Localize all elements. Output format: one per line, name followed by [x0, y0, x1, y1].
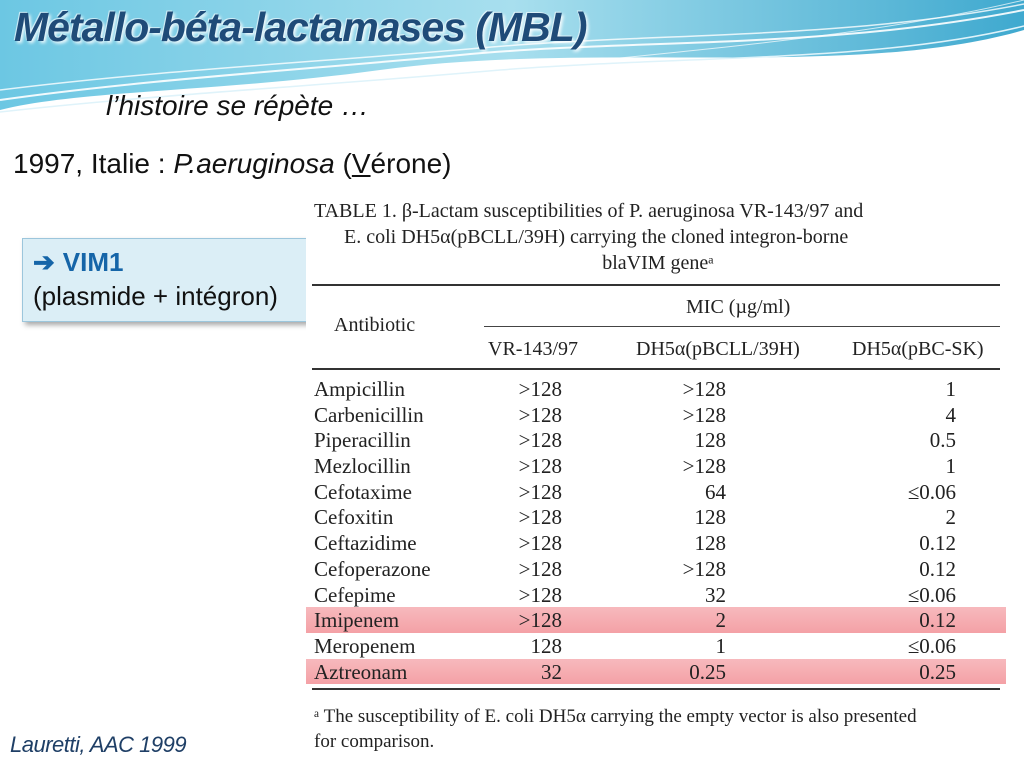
table-row: Mezlocillin >128 >128 1	[306, 453, 1006, 479]
cell-dh: 2	[715, 608, 727, 633]
cell-vr: >128	[518, 377, 562, 401]
caption-line-2: E. coli DH5α(pBCLL/39H) carrying the clo…	[344, 226, 849, 248]
cell-bc: 0.12	[919, 608, 956, 633]
cell-antibiotic: Cefoperazone	[314, 556, 431, 581]
cell-vr: 32	[541, 659, 562, 684]
table-footnote: ᵃ The susceptibility of E. coli DH5α car…	[314, 704, 1002, 754]
cell-dh: >128	[682, 454, 726, 479]
cell-antibiotic: Carbenicillin	[314, 402, 424, 427]
cell-bc: 2	[945, 505, 957, 530]
cell-bc: ≤0.06	[907, 582, 956, 607]
table-row: Meropenem 128 1 ≤0.06	[306, 633, 1006, 659]
col-dh-pbcll: DH5α(pBCLL/39H)	[636, 338, 800, 360]
cell-bc: 0.5	[929, 428, 956, 453]
cell-bc: 0.25	[919, 659, 956, 684]
bottom-rule	[312, 688, 1000, 690]
cell-antibiotic: Cefepime	[314, 582, 396, 607]
table-row: Cefepime >128 32 ≤0.06	[306, 582, 1006, 608]
cell-bc: 0.12	[919, 556, 956, 581]
cell-dh: >128	[682, 377, 726, 401]
cell-vr: >128	[518, 556, 562, 581]
cell-bc: ≤0.06	[907, 633, 956, 658]
intro-year-country: 1997, Italie :	[13, 148, 174, 179]
vim1-callout: ➔ VIM1 (plasmide + intégron)	[22, 238, 344, 322]
table-row: Cefoxitin >128 128 2	[306, 504, 1006, 530]
source-citation: Lauretti, AAC 1999	[10, 732, 187, 757]
table-row: Ampicillin >128 >128 1	[306, 376, 1006, 402]
col-mic: MIC (µg/ml)	[686, 296, 791, 318]
cell-antibiotic: Piperacillin	[314, 428, 411, 453]
cell-vr: >128	[518, 582, 562, 607]
cell-dh: 128	[694, 428, 727, 453]
footnote-line-1: ᵃ The susceptibility of E. coli DH5α car…	[314, 706, 917, 727]
col-dh-pbcsk: DH5α(pBC-SK)	[852, 338, 984, 360]
header-wave-decoration	[0, 0, 1024, 113]
cell-bc: 0.12	[919, 531, 956, 556]
cell-dh: 32	[705, 582, 726, 607]
cell-vr: >128	[518, 402, 562, 427]
table-caption: TABLE 1. β-Lactam susceptibilities of P.…	[314, 198, 1002, 276]
cell-antibiotic: Meropenem	[314, 633, 416, 658]
cell-vr: 128	[530, 633, 563, 658]
header-rule	[312, 368, 1000, 370]
table-body: Ampicillin >128 >128 1 Carbenicillin >128 >12…	[306, 376, 1006, 685]
cell-vr: >128	[518, 505, 562, 530]
table-row: Cefotaxime >128 64 ≤0.06	[306, 479, 1006, 505]
caption-line-3: blaVIM geneᵃ	[602, 252, 714, 274]
table-row-highlighted: Imipenem >128 2 0.12	[306, 607, 1006, 633]
cell-dh: 64	[705, 479, 726, 504]
cell-dh: >128	[682, 556, 726, 581]
mic-rule	[484, 326, 1000, 327]
callout-body: (plasmide + intégron)	[33, 281, 278, 311]
top-rule	[312, 284, 1000, 286]
cell-antibiotic: Aztreonam	[314, 659, 408, 684]
cell-antibiotic: Imipenem	[314, 608, 400, 633]
cell-vr: >128	[518, 608, 562, 633]
cell-vr: >128	[518, 531, 562, 556]
cell-antibiotic: Mezlocillin	[314, 454, 411, 479]
col-vr: VR-143/97	[488, 338, 578, 360]
cell-dh: >128	[682, 402, 726, 427]
cell-antibiotic: Ceftazidime	[314, 531, 417, 556]
table-row: Piperacillin >128 128 0.5	[306, 427, 1006, 453]
table-row: Ceftazidime >128 128 0.12	[306, 530, 1006, 556]
intro-city-rest: érone)	[370, 148, 452, 179]
cell-antibiotic: Cefotaxime	[314, 479, 412, 504]
caption-line-1: TABLE 1. β-Lactam susceptibilities of P.…	[314, 200, 864, 222]
cell-dh: 128	[694, 505, 727, 530]
intro-organism: P.aeruginosa	[173, 148, 335, 179]
footnote-line-2: for comparison.	[314, 731, 435, 752]
arrow-right-icon: ➔	[33, 247, 55, 277]
cell-vr: >128	[518, 428, 562, 453]
col-antibiotic: Antibiotic	[334, 314, 416, 336]
cell-dh: 128	[694, 531, 727, 556]
slide-title: Métallo-béta-lactamases (MBL)	[14, 4, 587, 50]
cell-bc: ≤0.06	[907, 479, 956, 504]
cell-antibiotic: Cefoxitin	[314, 505, 394, 530]
callout-head: ➔ VIM1	[33, 245, 333, 279]
cell-vr: >128	[518, 454, 562, 479]
table-row: Carbenicillin >128 >128 4	[306, 402, 1006, 428]
table-row: Cefoperazone >128 >128 0.12	[306, 556, 1006, 582]
slide-subtitle: l’histoire se répète …	[106, 90, 370, 121]
cell-bc: 1	[945, 377, 957, 401]
intro-line: 1997, Italie : P.aeruginosa (Vérone)	[13, 148, 451, 180]
susceptibility-table-figure: TABLE 1. β-Lactam susceptibilities of P.…	[306, 196, 1006, 764]
table-row-highlighted: Aztreonam 32 0.25 0.25	[306, 658, 1006, 685]
cell-vr: >128	[518, 479, 562, 504]
cell-dh: 0.25	[689, 659, 726, 684]
cell-bc: 1	[945, 454, 957, 479]
callout-head-label: VIM1	[62, 247, 124, 277]
intro-paren-open: (	[334, 148, 352, 179]
cell-dh: 1	[715, 633, 727, 658]
cell-bc: 4	[945, 402, 957, 427]
intro-city-initial: V	[351, 148, 371, 179]
cell-antibiotic: Ampicillin	[314, 377, 405, 401]
